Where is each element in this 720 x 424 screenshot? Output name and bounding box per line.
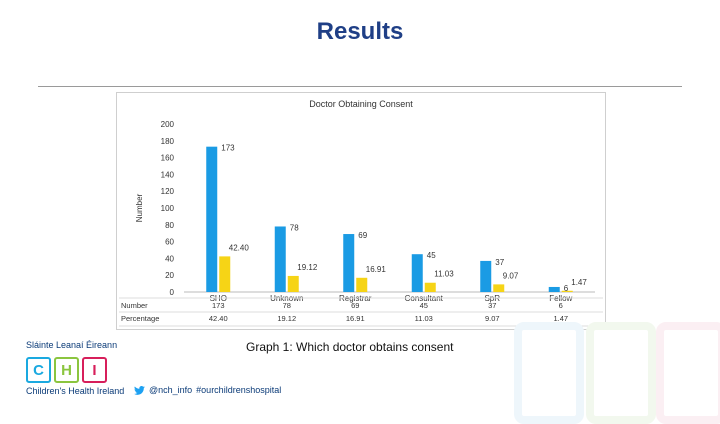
data-label-number: 173	[221, 144, 235, 153]
data-label-percentage: 42.40	[229, 243, 250, 252]
watermark-h-block	[586, 322, 656, 424]
bar-number	[548, 286, 560, 292]
bar-percentage	[287, 275, 299, 292]
bar-percentage	[561, 290, 573, 292]
chart-title: Doctor Obtaining Consent	[309, 99, 413, 109]
y-tick-label: 60	[165, 238, 174, 247]
twitter-handle[interactable]: @nch_info	[149, 385, 193, 395]
bar-percentage	[356, 277, 368, 292]
bar-percentage	[424, 282, 436, 292]
table-cell: 6	[559, 301, 563, 310]
table-cell: 173	[212, 301, 225, 310]
y-axis-label: Number	[135, 193, 144, 222]
data-label-percentage: 19.12	[297, 263, 318, 272]
bar-number	[206, 146, 218, 292]
data-label-number: 6	[564, 284, 569, 293]
table-row-header: Number	[121, 301, 148, 310]
title-divider	[38, 86, 682, 87]
bar-number	[480, 260, 492, 292]
table-cell: 1.47	[553, 314, 568, 323]
bar-chart: Doctor Obtaining Consent Number 0 20 40 60 80 1…	[119, 99, 603, 327]
table-cell: 42.40	[209, 314, 228, 323]
bar-number	[411, 254, 423, 292]
slide-title: Results	[316, 18, 404, 45]
y-tick-label: 120	[161, 187, 175, 196]
table-cell: 9.07	[485, 314, 500, 323]
data-label-number: 45	[427, 251, 436, 260]
social-bar: @nch_info #ourchildrenshospital	[134, 385, 281, 395]
bar-percentage	[493, 284, 505, 292]
logo-letter-c: C	[26, 357, 51, 383]
table-cell: 16.91	[346, 314, 365, 323]
y-tick-label: 100	[161, 204, 175, 213]
chi-logo: Sláinte Leanaí Éireann C H I Children's …	[24, 340, 124, 400]
logo-letter-i: I	[82, 357, 107, 383]
twitter-icon	[134, 385, 145, 395]
y-tick-label: 80	[165, 221, 174, 230]
table-cell: 11.03	[415, 314, 433, 323]
y-tick-label: 160	[161, 154, 175, 163]
bar-percentage	[219, 256, 231, 292]
data-label-number: 78	[290, 223, 299, 232]
y-tick-label: 20	[165, 271, 174, 280]
data-label-percentage: 11.03	[434, 270, 454, 279]
table-row-header: Percentage	[121, 314, 159, 323]
data-label-percentage: 9.07	[503, 271, 519, 280]
watermark-i-block	[656, 322, 720, 424]
table-cell: 45	[420, 301, 428, 310]
chart-frame: Doctor Obtaining Consent Number 0 20 40 60 80 1…	[116, 92, 606, 330]
chart-caption: Graph 1: Which doctor obtains consent	[246, 340, 454, 354]
table-cell: 69	[351, 301, 359, 310]
y-tick-label: 0	[170, 288, 175, 297]
data-label-number: 69	[358, 231, 367, 240]
table-cell: 19.12	[277, 314, 296, 323]
data-label-percentage: 1.47	[571, 278, 587, 287]
y-tick-label: 40	[165, 254, 174, 263]
watermark-c-block	[514, 322, 584, 424]
table-cell: 78	[283, 301, 291, 310]
hashtag[interactable]: #ourchildrenshospital	[196, 385, 282, 395]
y-tick-label: 200	[161, 120, 175, 129]
logo-letter-h: H	[54, 357, 79, 383]
data-label-percentage: 16.91	[366, 265, 387, 274]
y-tick-label: 140	[161, 170, 175, 179]
logo-irish-name: Sláinte Leanaí Éireann	[26, 340, 118, 350]
data-label-number: 37	[495, 258, 504, 267]
logo-english-name: Children's Health Ireland	[26, 386, 125, 396]
table-cell: 37	[488, 301, 496, 310]
bar-number	[343, 234, 355, 292]
y-tick-label: 180	[161, 137, 175, 146]
bar-number	[274, 226, 286, 292]
